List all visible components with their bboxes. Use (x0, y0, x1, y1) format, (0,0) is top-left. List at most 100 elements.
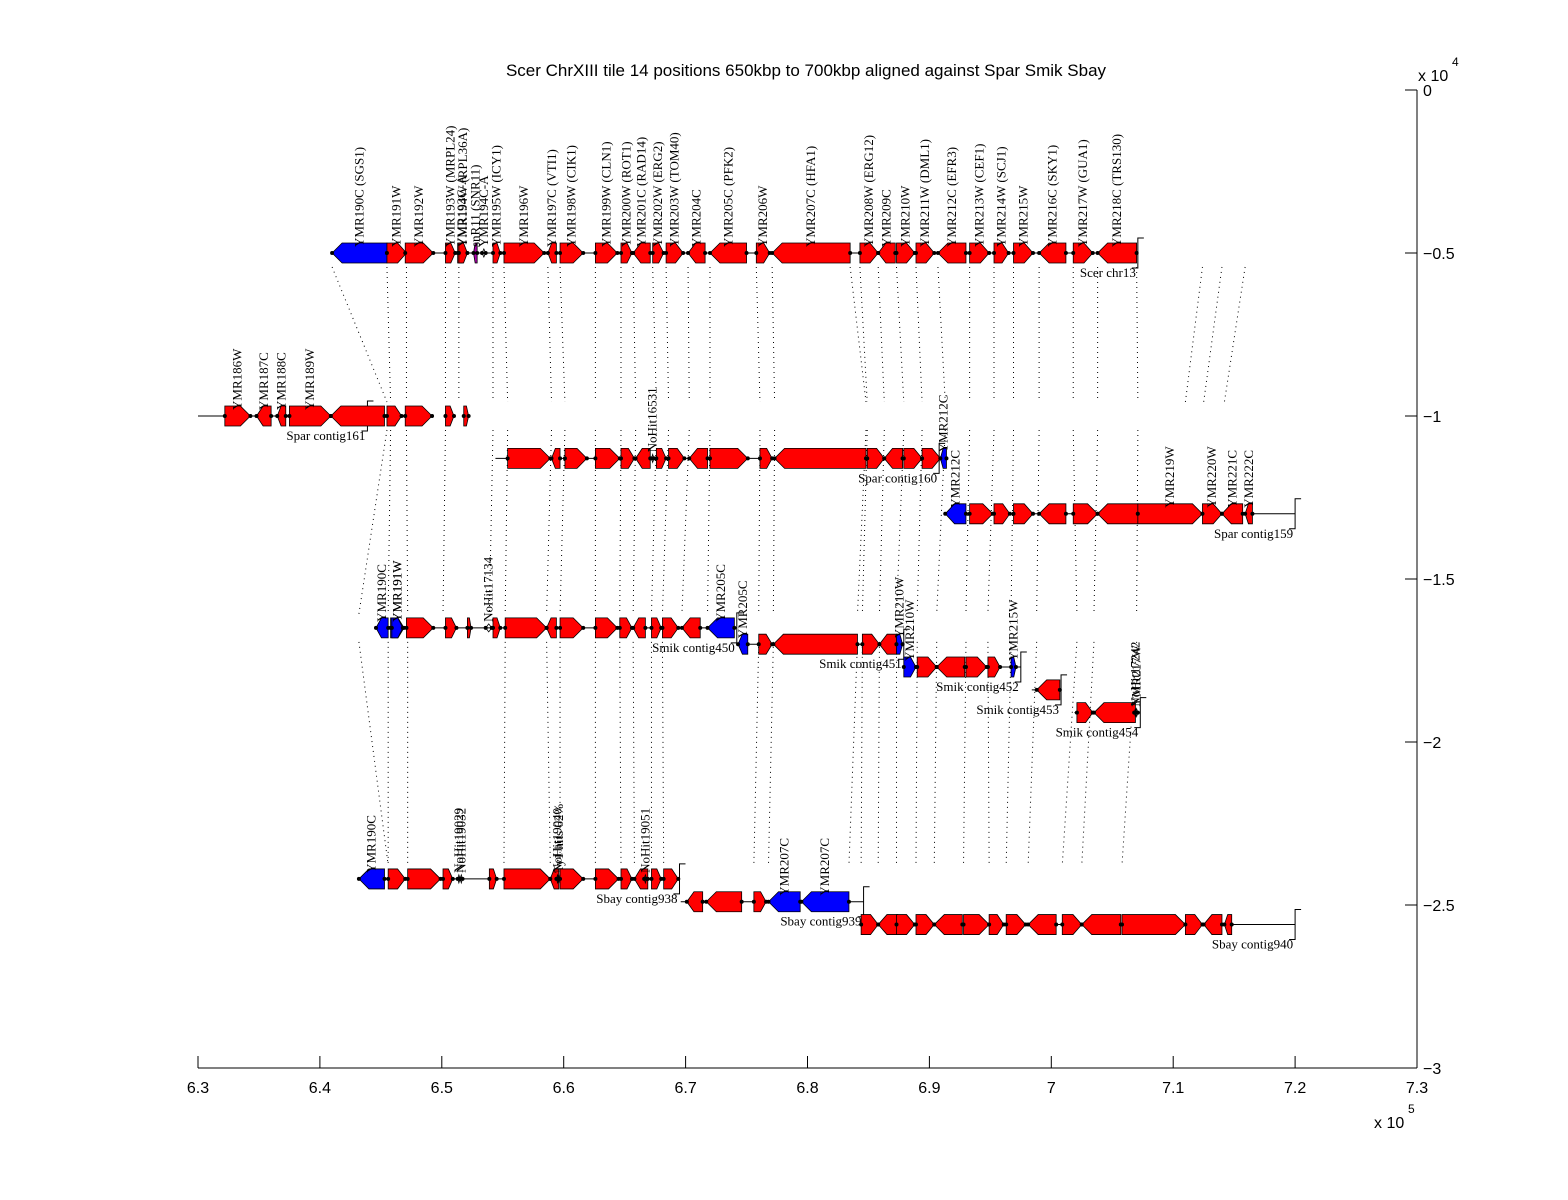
gene-arrow (1097, 242, 1138, 264)
gene-start-dot (649, 625, 654, 630)
alignment-link (1027, 641, 1038, 865)
gene-start-dot (913, 251, 918, 255)
gene-end-dot (744, 251, 749, 255)
x-tick-label: 6.9 (918, 1080, 940, 1097)
gene-start-dot (487, 876, 492, 881)
gene-label: YMR190C (364, 815, 379, 873)
alignment-link (767, 641, 774, 865)
gene-start-dot (562, 456, 567, 461)
gene-start-dot (901, 665, 906, 670)
gene-label: YMR210W (892, 576, 907, 638)
gene-arrow (492, 617, 501, 639)
gene-label: YMR217W (GUA1) (1075, 139, 1090, 247)
gene-arrow (866, 447, 885, 469)
gene-arrow (1072, 503, 1099, 525)
gene-arrow (688, 447, 708, 469)
gene-label: YMR216C (SKY1) (1045, 145, 1060, 247)
gene-start-dot (666, 456, 671, 461)
gene-end-dot (460, 876, 465, 881)
gene-arrow (987, 656, 1001, 678)
alignment-link (488, 429, 494, 614)
gene-start-dot (766, 899, 771, 904)
alignment-link (916, 429, 923, 614)
gene-end-dot (475, 251, 480, 255)
gene-start-dot (1071, 251, 1076, 255)
gene-arrow (883, 447, 903, 469)
contig-label: Sbay contig939 (780, 914, 861, 929)
gene-start-dot (967, 511, 972, 516)
gene-end-dot (469, 625, 474, 630)
gene-start-dot (1037, 251, 1042, 255)
gene-start-dot (558, 251, 563, 255)
gene-end-dot (283, 414, 288, 418)
gene-start-dot (483, 625, 488, 630)
alignment-link (546, 429, 553, 614)
gene-start-dot (1060, 922, 1065, 927)
gene-start-dot (894, 922, 899, 927)
gene-start-dot (356, 876, 361, 881)
gene-label: YMR198W (CIK1) (564, 145, 579, 247)
gene-start-dot (618, 876, 623, 881)
gene-arrow (391, 617, 404, 639)
x-tick-label: 6.7 (674, 1080, 696, 1097)
alignment-link (753, 641, 760, 865)
gene-label: YMR191W (389, 185, 404, 247)
gene-label: YMR205C (PFK2) (720, 147, 735, 247)
gene-label: YMR188C (274, 352, 289, 410)
gene-arrow (937, 242, 967, 264)
gene-end-dot (430, 414, 435, 418)
gene-start-dot (932, 922, 937, 927)
alignment-link (1036, 429, 1040, 614)
gene-start-dot (704, 899, 709, 904)
gene-start-dot (992, 251, 997, 255)
gene-arrow (896, 914, 916, 935)
alignment-link (707, 429, 711, 614)
gene-start-dot (558, 876, 563, 881)
gene-start-dot (287, 414, 292, 418)
x-tick-label: 7.2 (1284, 1080, 1306, 1097)
gene-arrow (1137, 503, 1204, 525)
gene-label: YMR206W (755, 185, 770, 247)
contig-bracket (1289, 498, 1302, 530)
gene-label: NoHit17242 (1127, 642, 1142, 707)
alignment-link (987, 429, 995, 614)
gene-end-dot (1006, 251, 1011, 255)
gene-arrow (655, 447, 667, 469)
x-axis-ticks: 6.3 6.4 6.5 6.6 6.7 6.8 6.9 7 7.1 7.2 7.3 (187, 1056, 1428, 1097)
gene-arrow (767, 891, 801, 913)
alignment-link (650, 429, 657, 614)
gene-arrow (503, 868, 551, 890)
contig-bracket (1289, 909, 1302, 941)
gene-arrow (375, 617, 389, 639)
gene-arrow (759, 447, 773, 469)
gene-arrow (442, 868, 454, 890)
gene-start-dot (967, 251, 972, 255)
alignment-link (632, 641, 635, 865)
contig-bracket (730, 612, 743, 644)
gene-arrow (709, 242, 747, 264)
gene-arrow (771, 242, 851, 264)
gene-start-dot (1200, 511, 1205, 516)
gene-arrow (988, 914, 1005, 935)
gene-arrow (933, 914, 963, 935)
contig-label: Sbay contig940 (1212, 937, 1293, 952)
gene-arrow (1202, 503, 1223, 525)
gene-end-dot (581, 625, 586, 630)
gene-arrow (620, 242, 633, 264)
gene-end-dot (454, 625, 459, 630)
gene-start-dot (490, 251, 495, 255)
gene-end-dot (1013, 665, 1018, 670)
gene-arrow (1203, 914, 1223, 935)
gene-end-dot (703, 251, 708, 255)
gene-end-dot (581, 876, 586, 881)
axes: 6.3 6.4 6.5 6.6 6.7 6.8 6.9 7 7.1 7.2 7.3 0 −0.5 −1 −… (187, 55, 1459, 1132)
gene-arrow (921, 447, 941, 469)
contig-track: YMR212C YMR219W YMR220W YMR221C YMR222C Spar … (943, 446, 1302, 541)
gene-start-dot (544, 625, 549, 630)
gene-start-dot (631, 625, 636, 630)
gene-arrow (705, 891, 743, 913)
contig-label: Smik contig450 (652, 640, 735, 655)
gene-end-dot (1063, 251, 1068, 255)
